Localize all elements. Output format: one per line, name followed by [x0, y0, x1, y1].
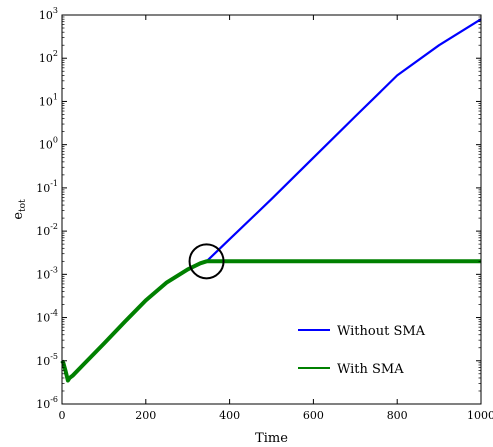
- y-tick-label: 10-1: [36, 179, 58, 195]
- annotation-circle: [188, 243, 225, 280]
- x-tick-label: 400: [219, 409, 240, 422]
- y-tick-label: 103: [39, 6, 58, 22]
- axes-box: [61, 14, 482, 405]
- series-line-with-sma: [60, 259, 481, 383]
- y-tick-label: 100: [39, 136, 58, 152]
- x-tick-label: 200: [135, 409, 156, 422]
- y-tick-label: 10-4: [36, 309, 58, 325]
- x-tick-label: 1000: [467, 409, 493, 422]
- legend: Without SMA With SMA: [290, 312, 466, 388]
- x-tick-label: 800: [387, 409, 408, 422]
- y-tick-label: 10-5: [36, 352, 58, 368]
- axes: 0 200 400 600 800 1000 103 102 101 100 10-1 10-2 10-…: [36, 6, 493, 422]
- y-tick-label: 10-6: [36, 395, 58, 411]
- y-axis-label: etot: [11, 199, 28, 220]
- x-axis-label: Time: [255, 431, 288, 446]
- y-tick-label: 10-3: [36, 265, 58, 281]
- y-axis-label-subscript: tot: [18, 199, 28, 212]
- plot-area: [60, 18, 482, 383]
- legend-label-without-sma: Without SMA: [337, 324, 426, 339]
- legend-label-with-sma: With SMA: [337, 362, 404, 377]
- y-tick-label: 102: [39, 49, 58, 65]
- legend-box: [290, 312, 466, 388]
- y-tick-label: 101: [39, 92, 58, 108]
- y-axis-label-main: e: [11, 212, 26, 220]
- y-tick-label: 10-2: [36, 222, 58, 238]
- x-tick-label: 0: [59, 409, 66, 422]
- x-tick-label: 600: [303, 409, 324, 422]
